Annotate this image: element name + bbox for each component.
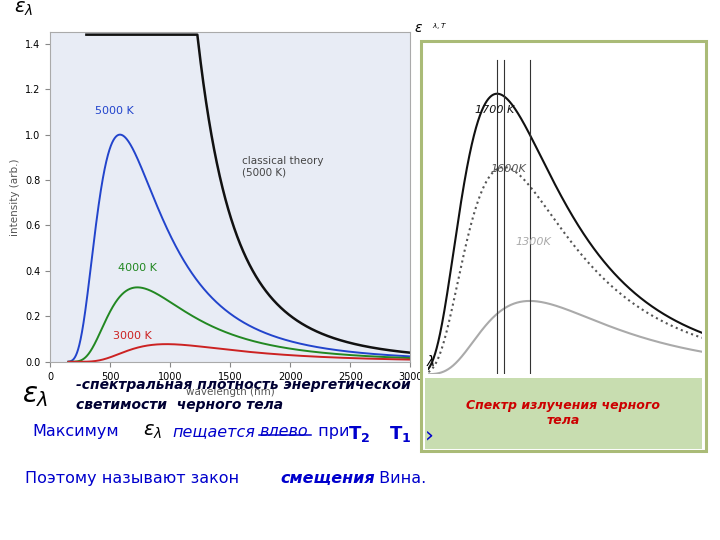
- Text: 1600K: 1600K: [490, 164, 526, 174]
- Text: Спектр излучения черного
тела: Спектр излучения черного тела: [467, 399, 660, 427]
- Text: 1300K: 1300K: [516, 237, 552, 247]
- Text: Поэтому называют закон: Поэтому называют закон: [25, 471, 245, 486]
- Text: смещения: смещения: [281, 471, 375, 486]
- Text: 4000 K: 4000 K: [117, 263, 156, 273]
- Text: влево: влево: [259, 424, 308, 439]
- Text: $\varepsilon_\lambda$: $\varepsilon_\lambda$: [143, 422, 162, 441]
- X-axis label: wavelength (nm): wavelength (nm): [186, 387, 275, 397]
- Text: светимости  черного тела: светимости черного тела: [76, 398, 283, 412]
- Text: Максимум: Максимум: [32, 424, 119, 439]
- Text: classical theory
(5000 K): classical theory (5000 K): [243, 156, 324, 178]
- Text: при: при: [313, 424, 355, 439]
- Text: ›: ›: [425, 425, 433, 445]
- Text: $\mathbf{T_2}$: $\mathbf{T_2}$: [348, 424, 370, 444]
- Text: -спектральная плотность энергетической: -спектральная плотность энергетической: [76, 378, 410, 392]
- Text: $\mathbf{T_1}$: $\mathbf{T_1}$: [389, 424, 411, 444]
- Text: $_{\lambda,T}$: $_{\lambda,T}$: [431, 21, 446, 32]
- Text: 3000 K: 3000 K: [113, 331, 151, 341]
- Text: $\varepsilon$: $\varepsilon$: [415, 21, 423, 35]
- Y-axis label: intensity (arb.): intensity (arb.): [10, 158, 19, 236]
- Text: Вина.: Вина.: [374, 471, 427, 486]
- Text: пещается: пещается: [173, 424, 256, 439]
- Text: $\varepsilon_\lambda$: $\varepsilon_\lambda$: [22, 381, 48, 409]
- Text: 5000 K: 5000 K: [95, 106, 133, 116]
- Text: $\lambda$: $\lambda$: [426, 354, 436, 369]
- Text: $\varepsilon_\lambda$: $\varepsilon_\lambda$: [14, 0, 34, 18]
- Text: 1700 K: 1700 K: [475, 105, 514, 116]
